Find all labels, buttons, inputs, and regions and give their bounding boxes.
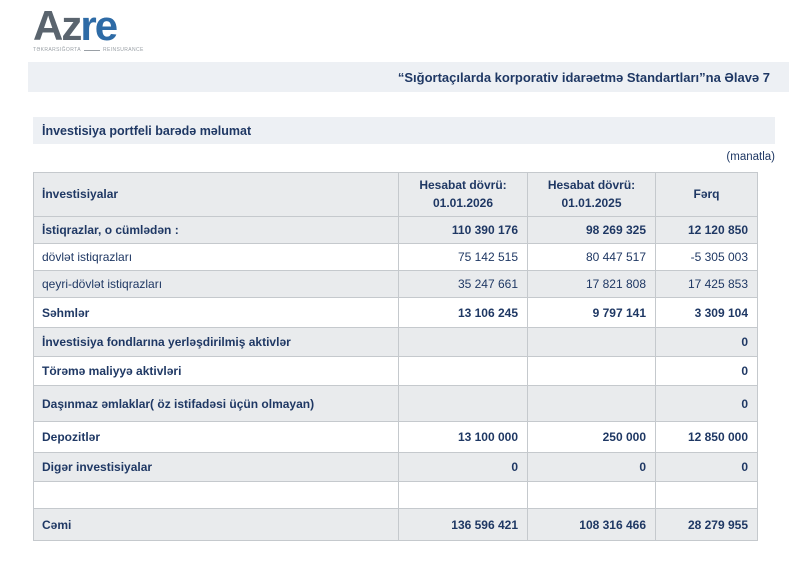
value-diff: 3 309 104 — [655, 297, 758, 328]
value-2025: 0 — [527, 452, 656, 482]
table-row-other-investments: Digər investisiyalar 0 0 0 — [33, 452, 758, 482]
table-row-shares: Səhmlər 13 106 245 9 797 141 3 309 104 — [33, 297, 758, 328]
value-2025 — [527, 481, 656, 509]
column-header-period-2025: Hesabat dövrü: 01.01.2025 — [527, 172, 656, 217]
value-diff — [655, 481, 758, 509]
value-2026 — [398, 385, 528, 422]
row-label: İstiqrazlar, o cümlədən : — [33, 216, 399, 244]
table-row-real-estate: Daşınmaz əmlaklar( öz istifadəsi üçün ol… — [33, 385, 758, 422]
row-label: qeyri-dövlət istiqrazları — [33, 270, 399, 298]
value-diff: 28 279 955 — [655, 508, 758, 541]
row-label: Səhmlər — [33, 297, 399, 328]
azre-logo: Azre TƏKRARSIĞORTA REINSURANCE — [33, 5, 153, 54]
table-row-empty — [33, 481, 758, 509]
table-row-non-government-bonds: qeyri-dövlət istiqrazları 35 247 661 17 … — [33, 270, 758, 298]
value-2026: 136 596 421 — [398, 508, 528, 541]
value-diff: 12 120 850 — [655, 216, 758, 244]
row-label: Depozitlər — [33, 421, 399, 453]
value-2025 — [527, 356, 656, 386]
row-label: dövlət istiqrazları — [33, 243, 399, 271]
value-2026: 0 — [398, 452, 528, 482]
currency-unit-note: (manatla) — [726, 151, 775, 163]
value-2026: 35 247 661 — [398, 270, 528, 298]
value-diff: 12 850 000 — [655, 421, 758, 453]
logo-tagline: TƏKRARSIĞORTA REINSURANCE — [33, 47, 153, 53]
row-label — [33, 481, 399, 509]
column-header-period-2026: Hesabat dövrü: 01.01.2026 — [398, 172, 528, 217]
value-2025: 108 316 466 — [527, 508, 656, 541]
value-2026: 13 100 000 — [398, 421, 528, 453]
table-row-total: Cəmi 136 596 421 108 316 466 28 279 955 — [33, 508, 758, 541]
row-label: İnvestisiya fondlarına yerləşdirilmiş ak… — [33, 327, 399, 357]
table-header-row: İnvestisiyalar Hesabat dövrü: 01.01.2026 … — [33, 172, 758, 217]
value-2026 — [398, 356, 528, 386]
appendix-note: “Sığortaçılarda korporativ idarəetmə Sta… — [397, 69, 770, 85]
appendix-header-band: “Sığortaçılarda korporativ idarəetmə Sta… — [28, 62, 789, 92]
table-row-deposits: Depozitlər 13 100 000 250 000 12 850 000 — [33, 421, 758, 453]
value-2026: 75 142 515 — [398, 243, 528, 271]
value-2025: 9 797 141 — [527, 297, 656, 328]
column-header-difference: Fərq — [655, 172, 758, 217]
logo-text-re: re — [80, 2, 118, 49]
table-row-government-bonds: dövlət istiqrazları 75 142 515 80 447 51… — [33, 243, 758, 271]
row-label: Daşınmaz əmlaklar( öz istifadəsi üçün ol… — [33, 385, 399, 422]
value-2026: 110 390 176 — [398, 216, 528, 244]
value-2025 — [527, 385, 656, 422]
column-header-investments: İnvestisiyalar — [33, 172, 399, 217]
value-2026: 13 106 245 — [398, 297, 528, 328]
value-2025: 250 000 — [527, 421, 656, 453]
value-diff: -5 305 003 — [655, 243, 758, 271]
logo-tagline-left: TƏKRARSIĞORTA — [33, 47, 81, 53]
value-diff: 0 — [655, 452, 758, 482]
row-label: Törəmə maliyyə aktivləri — [33, 356, 399, 386]
table-row-derivative-assets: Törəmə maliyyə aktivləri 0 — [33, 356, 758, 386]
value-2026 — [398, 327, 528, 357]
value-2025: 98 269 325 — [527, 216, 656, 244]
value-2025: 80 447 517 — [527, 243, 656, 271]
value-2026 — [398, 481, 528, 509]
logo-tagline-right: REINSURANCE — [102, 47, 144, 53]
value-diff: 0 — [655, 327, 758, 357]
value-2025 — [527, 327, 656, 357]
table-row-investment-funds: İnvestisiya fondlarına yerləşdirilmiş ak… — [33, 327, 758, 357]
logo-wordmark: Azre — [33, 5, 153, 47]
value-2025: 17 821 808 — [527, 270, 656, 298]
value-diff: 17 425 853 — [655, 270, 758, 298]
row-label: Digər investisiyalar — [33, 452, 399, 482]
logo-text-az: Az — [33, 2, 82, 49]
row-label: Cəmi — [33, 508, 399, 541]
investment-portfolio-table: İnvestisiyalar Hesabat dövrü: 01.01.2026 … — [33, 172, 758, 541]
tagline-divider — [83, 49, 100, 51]
value-diff: 0 — [655, 356, 758, 386]
table-row-bonds-total: İstiqrazlar, o cümlədən : 110 390 176 98… — [33, 216, 758, 244]
value-diff: 0 — [655, 385, 758, 422]
section-title-band: İnvestisiya portfeli barədə məlumat — [33, 117, 775, 144]
section-title: İnvestisiya portfeli barədə məlumat — [42, 123, 252, 138]
